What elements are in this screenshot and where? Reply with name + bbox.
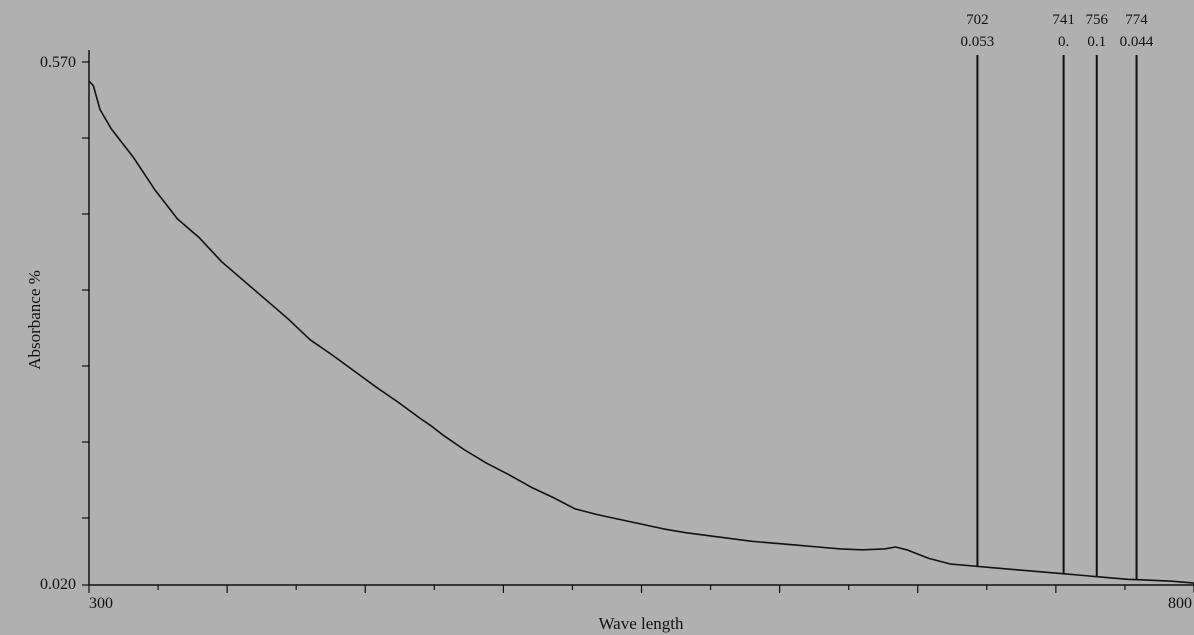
peak-marker-wavelength: 702	[966, 12, 989, 28]
y-ticks	[82, 61, 89, 586]
y-tick-label-bottom: 0.020	[40, 576, 76, 593]
peak-marker-value: 0.044	[1120, 34, 1154, 50]
x-tick-label-left: 300	[89, 595, 113, 612]
peak-marker-wavelength: 756	[1086, 12, 1109, 28]
x-tick-label-right: 800	[1168, 595, 1192, 612]
peak-marker-wavelength: 741	[1052, 12, 1075, 28]
axes	[88, 50, 1194, 586]
peak-marker-value: 0.053	[961, 34, 995, 50]
peak-markers: 702 0.053 741 0. 756 0.1 774 0.044	[961, 12, 1154, 580]
peak-marker-wavelength: 774	[1125, 12, 1148, 28]
peak-marker-value: 0.	[1058, 34, 1069, 50]
x-ticks	[88, 585, 1194, 593]
y-axis-title: Absorbance %	[25, 270, 44, 370]
x-axis-title: Wave length	[598, 614, 684, 633]
peak-marker-value: 0.1	[1087, 34, 1106, 50]
absorbance-series-line	[88, 80, 1194, 584]
y-tick-label-top: 0.570	[40, 54, 76, 71]
series-group	[88, 80, 1194, 584]
